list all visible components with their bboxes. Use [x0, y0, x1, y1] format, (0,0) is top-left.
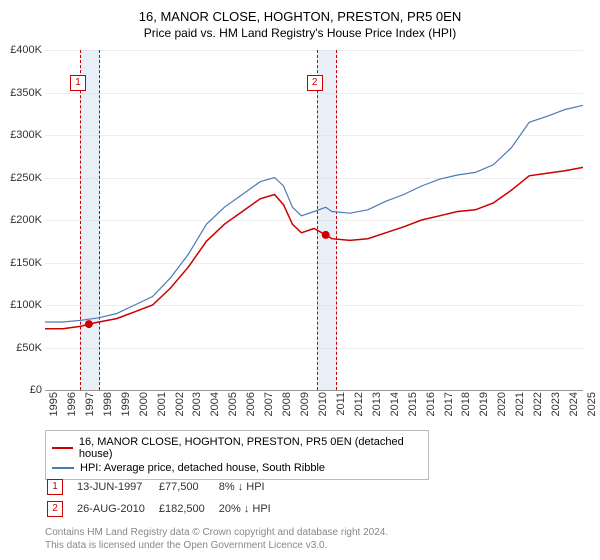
- legend-label: 16, MANOR CLOSE, HOGHTON, PRESTON, PR5 0…: [79, 436, 422, 460]
- sale-marker-cell: 1: [47, 477, 75, 497]
- legend-swatch: [52, 467, 74, 469]
- footer-credits: Contains HM Land Registry data © Crown c…: [45, 526, 388, 552]
- x-tick-label: 1997: [84, 392, 96, 416]
- sale-marker-icon: 2: [47, 501, 63, 517]
- x-tick-label: 2017: [443, 392, 455, 416]
- x-tick-label: 2025: [586, 392, 598, 416]
- chart-subtitle: Price paid vs. HM Land Registry's House …: [0, 26, 600, 40]
- sale-marker-label: 1: [70, 75, 86, 91]
- x-tick-label: 2002: [174, 392, 186, 416]
- y-tick-label: £50K: [0, 342, 42, 354]
- x-tick-label: 2007: [263, 392, 275, 416]
- y-tick-label: £350K: [0, 87, 42, 99]
- x-tick-label: 2024: [568, 392, 580, 416]
- x-tick-label: 1999: [120, 392, 132, 416]
- sale-marker-label: 2: [307, 75, 323, 91]
- x-tick-label: 1995: [48, 392, 60, 416]
- x-tick-label: 2009: [299, 392, 311, 416]
- x-tick-label: 2008: [281, 392, 293, 416]
- x-tick-label: 2001: [156, 392, 168, 416]
- x-tick-label: 2006: [245, 392, 257, 416]
- x-tick-label: 2018: [460, 392, 472, 416]
- x-tick-label: 2003: [191, 392, 203, 416]
- sales-table: 1 13-JUN-1997 £77,500 8% ↓ HPI 2 26-AUG-…: [45, 475, 285, 521]
- legend: 16, MANOR CLOSE, HOGHTON, PRESTON, PR5 0…: [45, 430, 429, 480]
- x-tick-label: 2019: [478, 392, 490, 416]
- x-tick-label: 2004: [209, 392, 221, 416]
- x-tick-label: 2020: [496, 392, 508, 416]
- sale-diff: 20% ↓ HPI: [219, 499, 283, 519]
- x-tick-label: 2012: [353, 392, 365, 416]
- sale-marker-icon: 1: [47, 479, 63, 495]
- legend-label: HPI: Average price, detached house, Sout…: [80, 462, 325, 474]
- x-tick-label: 1998: [102, 392, 114, 416]
- y-tick-label: £100K: [0, 299, 42, 311]
- table-row: 2 26-AUG-2010 £182,500 20% ↓ HPI: [47, 499, 283, 519]
- y-tick-label: £150K: [0, 257, 42, 269]
- x-tick-label: 2014: [389, 392, 401, 416]
- y-tick-label: £400K: [0, 44, 42, 56]
- legend-swatch: [52, 447, 73, 449]
- x-tick-label: 2015: [407, 392, 419, 416]
- y-tick-label: £200K: [0, 214, 42, 226]
- sale-price: £182,500: [159, 499, 217, 519]
- table-row: 1 13-JUN-1997 £77,500 8% ↓ HPI: [47, 477, 283, 497]
- sale-date: 13-JUN-1997: [77, 477, 157, 497]
- y-tick-label: £0: [0, 384, 42, 396]
- x-tick-label: 2010: [317, 392, 329, 416]
- x-tick-label: 2013: [371, 392, 383, 416]
- chart-container: 16, MANOR CLOSE, HOGHTON, PRESTON, PR5 0…: [0, 0, 600, 560]
- y-tick-label: £300K: [0, 129, 42, 141]
- sale-date: 26-AUG-2010: [77, 499, 157, 519]
- legend-item: HPI: Average price, detached house, Sout…: [52, 461, 422, 475]
- x-tick-label: 2011: [335, 392, 347, 416]
- x-tick-label: 2005: [227, 392, 239, 416]
- sale-marker-cell: 2: [47, 499, 75, 519]
- footer-line: This data is licensed under the Open Gov…: [45, 539, 388, 552]
- legend-item: 16, MANOR CLOSE, HOGHTON, PRESTON, PR5 0…: [52, 435, 422, 461]
- sale-price: £77,500: [159, 477, 217, 497]
- chart-title: 16, MANOR CLOSE, HOGHTON, PRESTON, PR5 0…: [0, 0, 600, 24]
- plot-area: [45, 50, 583, 391]
- sale-diff: 8% ↓ HPI: [219, 477, 283, 497]
- y-tick-label: £250K: [0, 172, 42, 184]
- footer-line: Contains HM Land Registry data © Crown c…: [45, 526, 388, 539]
- x-tick-label: 2022: [532, 392, 544, 416]
- x-tick-label: 2021: [514, 392, 526, 416]
- x-tick-label: 2000: [138, 392, 150, 416]
- x-tick-label: 1996: [66, 392, 78, 416]
- x-tick-label: 2016: [425, 392, 437, 416]
- x-tick-label: 2023: [550, 392, 562, 416]
